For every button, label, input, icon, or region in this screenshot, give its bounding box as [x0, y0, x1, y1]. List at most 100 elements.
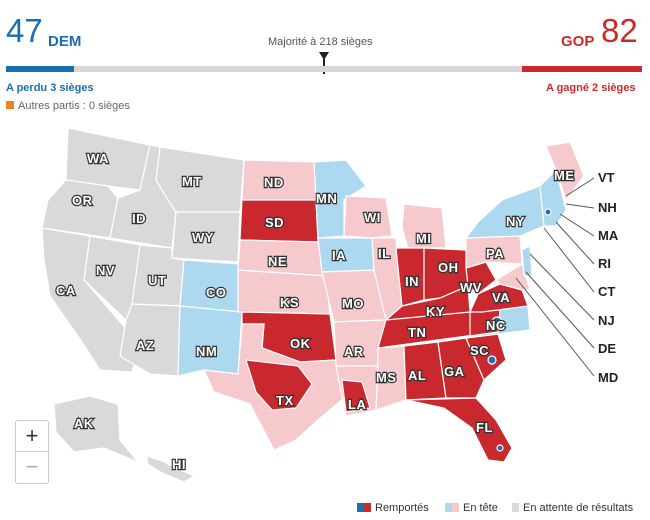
state-me[interactable] — [545, 141, 585, 202]
label-ok: OK — [290, 336, 311, 351]
label-ny: NY — [506, 214, 525, 229]
label-az: AZ — [136, 338, 154, 353]
label-al: AL — [408, 368, 426, 383]
label-nj: NJ — [598, 313, 615, 328]
legend-pending: En attente de résultats — [512, 502, 633, 514]
label-tn: TN — [408, 325, 426, 340]
tx-red-district — [245, 359, 313, 411]
legend-leading-label: En tête — [463, 502, 498, 514]
label-wa: WA — [87, 151, 109, 166]
seat-progress-bar — [6, 66, 642, 72]
label-ca: CA — [56, 283, 76, 298]
label-sc: SC — [470, 343, 489, 358]
state-shapes — [41, 127, 585, 483]
leader-lines — [515, 177, 595, 377]
legend-pending-swatch — [512, 503, 519, 512]
state-nj[interactable] — [521, 245, 533, 277]
label-ks: KS — [280, 295, 299, 310]
state-hi[interactable] — [145, 455, 196, 483]
dem-progress-fill — [6, 66, 74, 72]
district-accent — [496, 444, 504, 452]
label-hi: HI — [172, 457, 186, 472]
district-accent — [544, 208, 552, 216]
gop-party-label: GOP — [561, 33, 595, 50]
dem-party-label: DEM — [48, 33, 82, 50]
label-mi: MI — [416, 231, 431, 246]
label-la: LA — [348, 397, 366, 412]
label-nc: NC — [486, 318, 506, 333]
state-ga[interactable] — [437, 337, 485, 399]
label-ga: GA — [444, 364, 465, 379]
label-co: CO — [206, 285, 227, 300]
legend-leading: En tête — [445, 502, 498, 514]
state-ak[interactable] — [53, 395, 139, 463]
legend-pending-label: En attente de résultats — [523, 502, 634, 514]
label-de: DE — [598, 341, 616, 356]
zoom-divider — [16, 451, 48, 452]
label-wi: WI — [364, 210, 381, 225]
zoom-control: + − — [15, 420, 49, 484]
label-mt: MT — [182, 174, 202, 189]
label-md: MD — [598, 370, 618, 385]
label-vt: VT — [598, 170, 615, 185]
label-il: IL — [378, 246, 391, 261]
others-seats: Autres partis : 0 sièges — [6, 100, 130, 112]
label-wv: WV — [460, 280, 482, 295]
legend-leading-dem-swatch — [445, 503, 452, 512]
label-ri: RI — [598, 256, 611, 271]
label-ia: IA — [332, 248, 346, 263]
label-oh: OH — [438, 260, 459, 275]
label-ak: AK — [74, 416, 94, 431]
la-red-district — [341, 379, 371, 413]
state-ms[interactable] — [375, 345, 407, 411]
state-mn[interactable] — [313, 159, 367, 239]
dem-seat-change: A perdu 3 sièges — [6, 82, 94, 94]
label-or: OR — [72, 193, 93, 208]
label-ct: CT — [598, 284, 615, 299]
label-in: IN — [405, 274, 419, 289]
label-me: ME — [554, 168, 575, 183]
label-mn: MN — [316, 191, 337, 206]
legend-won-dem-swatch — [357, 503, 364, 512]
label-pa: PA — [486, 246, 504, 261]
gop-progress-fill — [522, 66, 642, 72]
label-ma: MA — [598, 228, 619, 243]
legend-won: Remportés — [357, 502, 429, 514]
legend-won-gop-swatch — [364, 503, 371, 512]
majority-marker — [319, 52, 329, 60]
state-wi[interactable] — [343, 195, 393, 239]
label-nv: NV — [96, 263, 115, 278]
label-ky: KY — [426, 304, 445, 319]
state-ia[interactable] — [317, 237, 375, 273]
state-labels: WA OR CA ID NV MT WY UT AZ CO NM ND SD N… — [55, 150, 575, 473]
label-wy: WY — [192, 230, 214, 245]
label-fl: FL — [476, 420, 493, 435]
majority-label: Majorité à 218 sièges — [268, 36, 373, 48]
district-accent — [487, 355, 497, 365]
label-sd: SD — [265, 215, 284, 230]
label-nm: NM — [196, 344, 217, 359]
label-ar: AR — [344, 344, 364, 359]
gop-seat-count: 82 — [601, 12, 638, 49]
legend-leading-gop-swatch — [452, 503, 459, 512]
label-ms: MS — [376, 370, 397, 385]
legend-won-label: Remportés — [375, 502, 429, 514]
zoom-in-button[interactable]: + — [25, 423, 39, 448]
others-seats-text: Autres partis : 0 sièges — [18, 100, 130, 112]
others-swatch — [6, 101, 14, 109]
label-nd: ND — [264, 175, 284, 190]
label-nh: NH — [598, 200, 617, 215]
label-mo: MO — [342, 296, 364, 311]
side-labels: VT NH MA RI CT NJ DE MD — [598, 170, 619, 385]
state-nm[interactable] — [177, 305, 243, 377]
label-ne: NE — [268, 254, 287, 269]
label-va: VA — [492, 290, 510, 305]
zoom-out-button[interactable]: − — [25, 454, 39, 479]
label-tx: TX — [276, 393, 294, 408]
label-id: ID — [132, 211, 146, 226]
dem-seat-count: 47 — [6, 12, 43, 49]
label-ut: UT — [148, 273, 166, 288]
state-ny[interactable] — [464, 185, 545, 239]
state-fl[interactable] — [405, 397, 513, 463]
